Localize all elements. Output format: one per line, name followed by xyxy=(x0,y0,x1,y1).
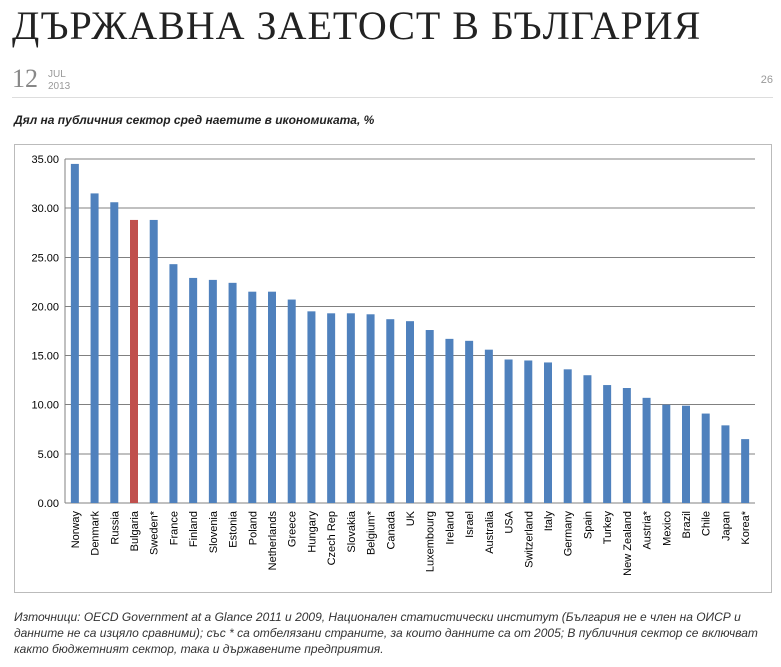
y-tick-label: 10.00 xyxy=(31,400,59,412)
y-tick-label: 25.00 xyxy=(31,252,59,264)
x-tick-label: Poland xyxy=(247,511,259,545)
bar-czech-rep xyxy=(327,313,336,503)
bar-netherlands xyxy=(268,291,276,503)
bar-mexico xyxy=(662,404,671,503)
y-tick-label: 0.00 xyxy=(38,498,59,510)
bar-canada xyxy=(386,319,395,503)
x-tick-label: Finland xyxy=(188,511,200,547)
bar-korea xyxy=(741,439,750,503)
x-tick-label: Netherlands xyxy=(267,511,279,571)
bar-japan xyxy=(721,425,730,503)
x-tick-label: Bulgaria xyxy=(129,510,141,551)
bar-sweden xyxy=(149,219,158,503)
date-year: 2013 xyxy=(48,81,71,92)
bar-belgium xyxy=(366,314,375,503)
x-tick-label: Norway xyxy=(70,511,82,549)
page-title: ДЪРЖАВНА ЗАЕТОСТ В БЪЛГАРИЯ xyxy=(12,3,702,48)
x-tick-label: Switzerland xyxy=(523,511,535,568)
x-tick-label: Korea* xyxy=(740,510,752,544)
bar-slovakia xyxy=(346,313,355,503)
chart-title: Дял на публичния сектор сред наетите в и… xyxy=(14,113,375,127)
x-tick-label: Turkey xyxy=(602,511,614,545)
source-footnote: Източници: OECD Government at a Glance 2… xyxy=(14,610,758,656)
bar-poland xyxy=(248,291,257,503)
x-tick-label: Russia xyxy=(109,510,121,545)
bar-denmark xyxy=(90,193,99,503)
bar-israel xyxy=(465,340,474,503)
x-tick-label: Canada xyxy=(385,510,397,549)
x-tick-label: Denmark xyxy=(90,511,102,556)
x-tick-label: Ireland xyxy=(444,511,456,545)
x-tick-label: Sweden* xyxy=(149,510,161,555)
date-month: JUL xyxy=(48,69,66,80)
chart-frame: 0.00 5.00 10.00 15.00 20.00 25.00 30.00 35.00 No… xyxy=(14,144,772,593)
x-tick-label: Estonia xyxy=(228,510,240,548)
y-tick-label: 30.00 xyxy=(31,203,59,215)
x-tick-label: Chile xyxy=(701,511,713,536)
x-tick-label: Slovenia xyxy=(208,510,220,553)
bar-norway xyxy=(70,163,79,503)
bar-luxembourg xyxy=(425,330,434,503)
bar-finland xyxy=(189,277,198,503)
x-tick-label: Australia xyxy=(484,510,496,554)
x-tick-label: Germany xyxy=(563,511,575,557)
bar-france xyxy=(169,264,178,503)
bar-chart: 0.00 5.00 10.00 15.00 20.00 25.00 30.00 35.00 No… xyxy=(31,154,755,576)
y-tick-label: 5.00 xyxy=(38,449,59,461)
y-tick-label: 35.00 xyxy=(31,154,59,166)
x-tick-label: Hungary xyxy=(306,511,318,553)
bar-usa xyxy=(504,359,513,503)
x-tick-label: Spain xyxy=(582,511,594,539)
bar-slovenia xyxy=(208,279,217,503)
y-tick-label: 20.00 xyxy=(31,301,59,313)
bar-greece xyxy=(287,299,296,503)
x-tick-label: UK xyxy=(405,510,417,526)
bar-austria xyxy=(642,397,651,503)
bar-switzerland xyxy=(524,360,533,503)
bar-ireland xyxy=(445,338,454,503)
bar-new-zealand xyxy=(622,388,631,503)
header-divider xyxy=(12,97,773,98)
bar-uk xyxy=(406,321,414,503)
bar-spain xyxy=(583,375,592,503)
bar-bulgaria xyxy=(130,219,138,503)
x-tick-label: Belgium* xyxy=(366,510,378,555)
x-tick-label: Luxembourg xyxy=(425,511,437,572)
bar-italy xyxy=(544,362,552,503)
comment-count[interactable]: 26 xyxy=(760,74,773,86)
y-tick-label: 15.00 xyxy=(31,351,59,363)
x-tick-label: France xyxy=(168,511,180,545)
date-day: 12 xyxy=(12,64,38,93)
bar-estonia xyxy=(228,282,237,503)
x-tick-label: USA xyxy=(504,510,516,533)
x-tick-label: Brazil xyxy=(681,511,693,539)
x-tick-label: Japan xyxy=(720,511,732,541)
x-tick-label: Czech Rep xyxy=(326,511,338,565)
bar-germany xyxy=(563,369,572,503)
bar-australia xyxy=(484,349,493,503)
x-tick-label: Austria* xyxy=(642,510,654,549)
x-tick-label: New Zealand xyxy=(622,511,634,576)
x-tick-label: Greece xyxy=(287,511,299,547)
bar-chile xyxy=(701,413,710,503)
x-tick-label: Mexico xyxy=(661,511,673,546)
x-tick-label: Israel xyxy=(464,511,476,538)
bar-russia xyxy=(110,202,119,503)
x-tick-label: Italy xyxy=(543,511,555,532)
x-tick-label: Slovakia xyxy=(346,510,358,552)
bar-hungary xyxy=(307,311,316,503)
bar-turkey xyxy=(603,385,612,503)
bar-brazil xyxy=(682,405,690,503)
